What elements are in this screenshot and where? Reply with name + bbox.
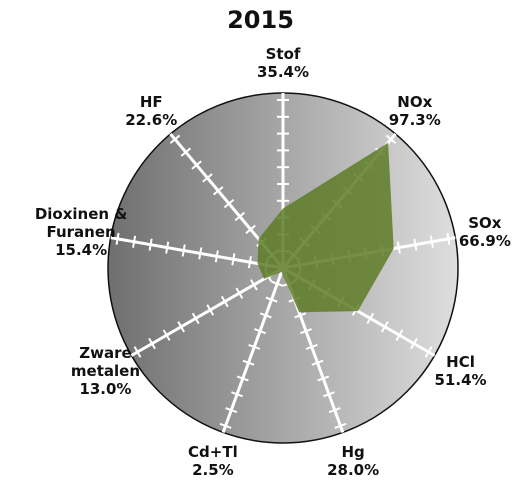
tick-mark — [424, 346, 433, 358]
tick-mark — [311, 359, 324, 366]
tick-mark — [300, 328, 312, 335]
tick-mark — [148, 238, 153, 251]
tick-mark — [133, 346, 142, 358]
category-label: Zware metalen — [70, 343, 140, 380]
spoke — [221, 267, 285, 433]
tick-mark — [220, 295, 229, 308]
tick-mark — [202, 173, 213, 183]
chart-title: 2015 — [227, 6, 294, 34]
tick-mark — [385, 134, 397, 144]
tick-mark — [248, 343, 261, 350]
axis-label: Hg 28.0% — [301, 443, 405, 479]
spoke — [110, 236, 284, 270]
axis-label: Cd+Tl 2.5% — [161, 443, 265, 479]
tick-mark — [191, 160, 202, 170]
tick-mark — [317, 375, 330, 382]
tick-mark — [132, 235, 137, 248]
spoke — [130, 266, 284, 357]
tick-mark — [334, 422, 347, 429]
tick-mark — [223, 199, 235, 209]
value-label: 51.4% — [434, 370, 487, 389]
tick-mark — [234, 211, 246, 222]
value-label: 97.3% — [388, 110, 441, 129]
data-area — [257, 142, 394, 313]
tick-mark — [322, 391, 335, 398]
tick-mark — [225, 407, 238, 414]
value-label: 35.4% — [256, 63, 310, 81]
tick-mark — [305, 343, 318, 350]
tick-mark — [115, 232, 120, 245]
tick-mark — [396, 241, 401, 254]
axis-label: Dioxinen & Furanen 15.4% — [29, 205, 133, 259]
value-label: 13.0% — [79, 379, 132, 398]
tick-mark — [265, 296, 278, 303]
tick-mark — [206, 304, 215, 316]
axis-label: SOx 66.9% — [433, 214, 521, 250]
tick-mark — [366, 312, 375, 325]
tick-mark — [231, 253, 236, 266]
axis-label: HCl 51.4% — [409, 353, 513, 389]
axis-label: Stof 35.4% — [231, 45, 335, 81]
tick-mark — [380, 321, 389, 333]
tick-mark — [148, 337, 156, 350]
tick-mark — [198, 247, 203, 260]
tick-mark — [446, 232, 451, 245]
tick-mark — [410, 337, 418, 350]
tick-mark — [250, 279, 258, 291]
category-label: HF — [139, 92, 163, 111]
value-label: 2.5% — [192, 460, 234, 479]
tick-mark — [271, 280, 284, 287]
tick-mark — [191, 312, 200, 325]
tick-mark — [162, 329, 171, 341]
tick-mark — [235, 287, 244, 299]
tick-mark — [180, 147, 192, 157]
category-label: SOx — [468, 214, 502, 233]
tick-mark — [212, 186, 224, 196]
tick-mark — [219, 422, 232, 429]
tick-mark — [181, 244, 186, 257]
tick-mark — [328, 407, 341, 414]
value-label: 15.4% — [55, 241, 108, 260]
axis-label: NOx 97.3% — [363, 93, 467, 129]
axis-label: HF 22.6% — [99, 93, 203, 129]
category-label: Dioxinen & Furanen — [34, 205, 128, 242]
axis-label: Zware metalen 13.0% — [53, 344, 157, 398]
tick-mark — [294, 312, 307, 319]
tick-mark — [254, 328, 266, 335]
tick-mark — [177, 321, 186, 333]
tick-mark — [395, 329, 404, 341]
value-label: 66.9% — [458, 232, 511, 251]
tick-mark — [242, 359, 255, 366]
category-label: Hg — [341, 442, 365, 461]
category-label: NOx — [397, 92, 433, 111]
value-label: 22.6% — [125, 110, 178, 129]
category-label: Cd+Tl — [188, 442, 238, 461]
value-label: 28.0% — [327, 460, 380, 479]
tick-mark — [245, 224, 256, 235]
tick-mark — [247, 256, 252, 269]
tick-mark — [165, 241, 170, 254]
tick-mark — [236, 375, 249, 382]
tick-mark — [259, 312, 272, 319]
category-label: Stof — [265, 45, 301, 63]
tick-mark — [169, 134, 181, 144]
category-label: HCl — [446, 352, 475, 371]
tick-mark — [429, 235, 434, 248]
tick-mark — [413, 238, 418, 251]
tick-mark — [214, 250, 219, 263]
tick-mark — [231, 391, 244, 398]
